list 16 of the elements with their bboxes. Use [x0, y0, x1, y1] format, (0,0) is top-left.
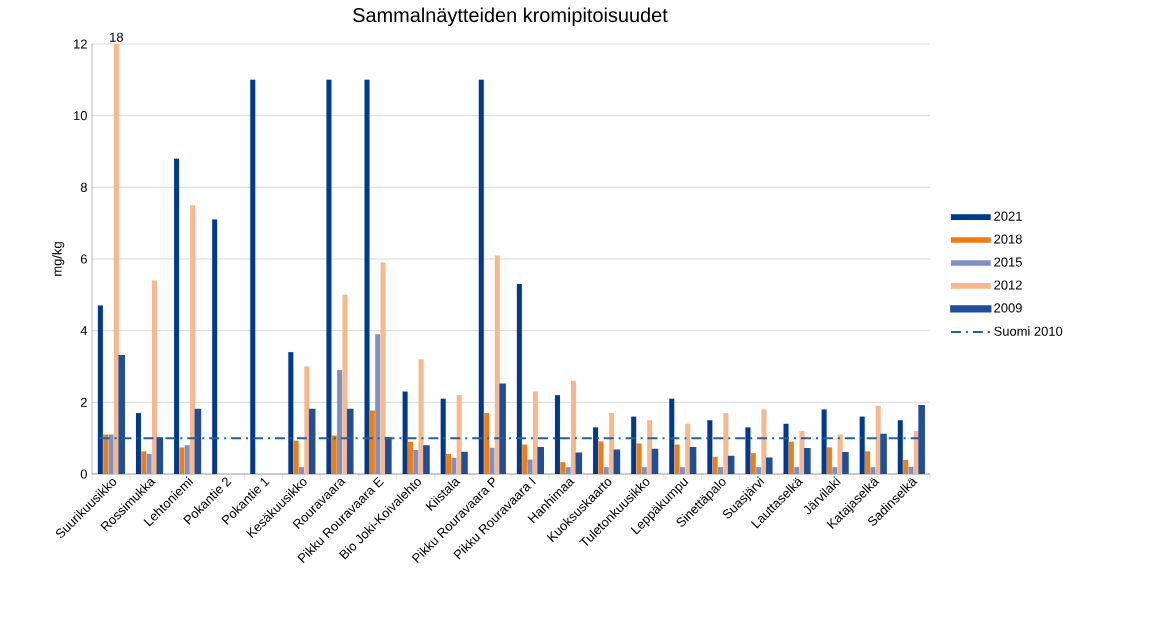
y-tick-label: 4	[80, 326, 88, 336]
y-tick-label: 6	[80, 254, 87, 264]
y-axis-title: mg/kg	[52, 242, 65, 276]
y-tick-label: 2	[80, 397, 87, 407]
y-tick-label: 12	[74, 39, 87, 49]
y-tick-label: 0	[80, 469, 87, 479]
legend-label: 2012	[994, 280, 1022, 290]
legend-label: 2015	[994, 257, 1022, 267]
chart-title: Sammalnäytteiden kromipitoisuudet	[353, 7, 668, 27]
y-tick-label: 10	[74, 111, 87, 121]
annotation: 18	[110, 32, 124, 42]
legend-label: Suomi 2010	[994, 326, 1063, 336]
legend-label: 2018	[994, 234, 1022, 244]
legend-label: 2021	[994, 211, 1022, 221]
legend-label: 2009	[994, 303, 1022, 313]
y-tick-label: 8	[80, 182, 87, 192]
